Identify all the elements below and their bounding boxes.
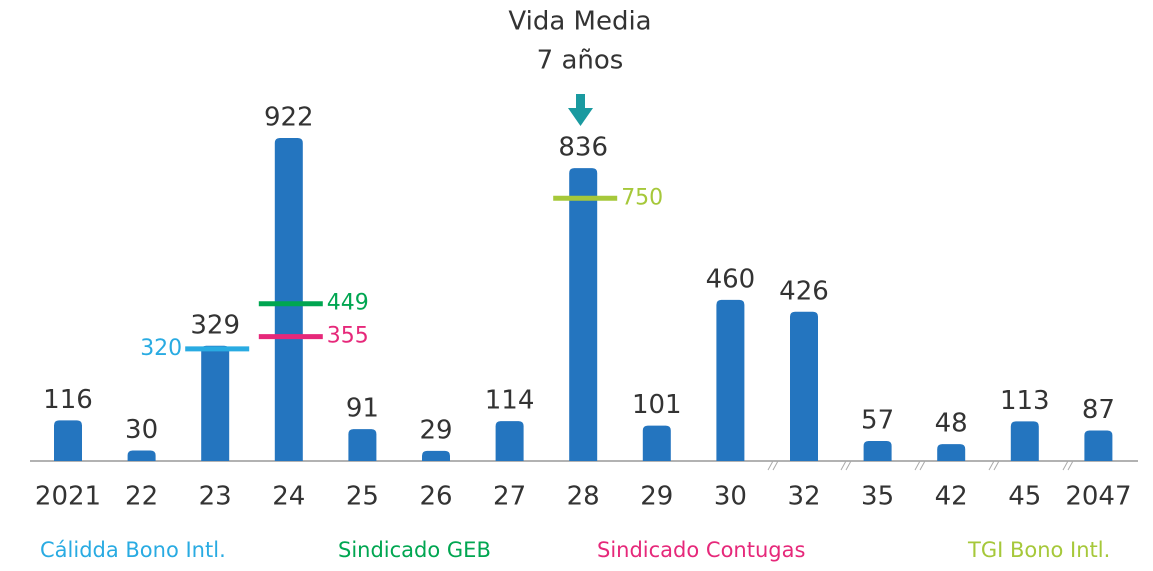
value-label: 329: [190, 310, 240, 340]
value-label: 836: [558, 133, 608, 163]
axis-breaks: [767, 460, 1074, 471]
x-tick-label: 24: [272, 482, 305, 512]
x-tick-label: 35: [861, 482, 894, 512]
chart-title: Vida Media: [508, 7, 651, 37]
value-label: 101: [632, 390, 682, 420]
x-tick-label: 42: [935, 482, 968, 512]
bar: [937, 444, 966, 461]
legend-label: Cálidda Bono Intl.: [40, 538, 226, 562]
bar: [274, 138, 303, 461]
x-tick-label: 32: [787, 482, 820, 512]
x-tick-label: 29: [640, 482, 673, 512]
x-tick-label: 27: [493, 482, 526, 512]
x-tick-label: 45: [1008, 482, 1041, 512]
x-tick-label: 28: [567, 482, 600, 512]
marker-label: 320: [140, 336, 182, 361]
legend-label: Sindicado Contugas: [597, 538, 805, 562]
x-tick-label: 25: [346, 482, 379, 512]
arrow: [568, 94, 593, 126]
value-label: 29: [419, 415, 452, 445]
bar: [348, 429, 377, 461]
bar: [127, 450, 156, 461]
value-label: 91: [346, 394, 379, 424]
x-tick-label: 30: [714, 482, 747, 512]
marker-label: 449: [327, 291, 369, 316]
bar: [569, 168, 598, 461]
value-label: 114: [485, 386, 535, 416]
value-label: 922: [264, 103, 314, 133]
bar: [201, 345, 230, 461]
bar: [863, 441, 892, 461]
value-label: 30: [125, 415, 158, 445]
bar: [1084, 430, 1113, 461]
value-label: 87: [1082, 395, 1115, 425]
axis-break: [1062, 460, 1074, 471]
bar: [422, 450, 450, 461]
x-tick-label: 26: [419, 482, 452, 512]
value-label: 116: [43, 385, 93, 415]
bar: [54, 420, 82, 461]
legend-label: Sindicado GEB: [338, 538, 491, 562]
x-tick-label: 22: [125, 482, 158, 512]
axis-break: [914, 460, 926, 471]
x-tick-label: 23: [199, 482, 232, 512]
value-label: 426: [779, 276, 829, 306]
value-label: 57: [861, 406, 894, 436]
bar: [716, 299, 745, 461]
legend-label: TGI Bono Intl.: [967, 538, 1110, 562]
value-label: 113: [1000, 386, 1050, 416]
bar: [495, 421, 524, 461]
axis-break: [988, 460, 1000, 471]
value-label: 460: [706, 264, 756, 294]
bar: [790, 311, 818, 461]
arrow-head: [568, 108, 593, 126]
chart-subtitle: 7 años: [537, 46, 624, 76]
axis-break: [767, 460, 779, 471]
marker-label: 355: [327, 324, 369, 349]
marker-label: 750: [621, 185, 663, 210]
value-label: 48: [935, 409, 968, 439]
bar: [642, 425, 671, 461]
x-tick-label: 2021: [35, 482, 101, 512]
x-tick-label: 2047: [1065, 482, 1131, 512]
axis-break: [840, 460, 852, 471]
bar: [1010, 421, 1039, 461]
arrow-shaft: [576, 94, 585, 110]
